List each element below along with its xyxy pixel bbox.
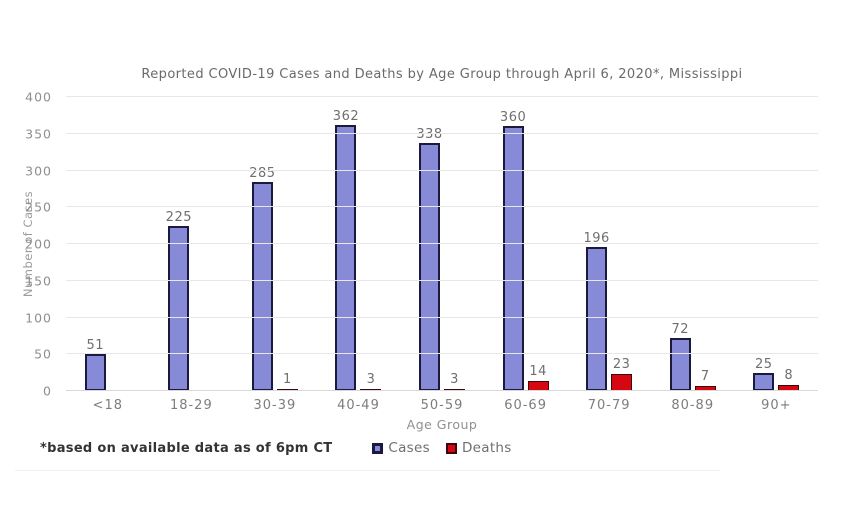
legend-item-cases: Cases — [372, 440, 430, 456]
gridline — [66, 96, 818, 97]
x-axis-tick-labels: <18 18-29 30-39 40-49 50-59 60-69 70-79 80-89 90… — [66, 398, 818, 413]
chart-title: Reported COVID-19 Cases and Deaths by Ag… — [141, 67, 743, 82]
y-tick-label: 0 — [43, 383, 52, 399]
x-tick-label: 70-79 — [587, 398, 631, 413]
deaths-bar: 23 — [611, 357, 633, 391]
y-tick-label: 400 — [25, 89, 52, 105]
deaths-value-label: 1 — [283, 372, 292, 387]
bar-group-70-79: 196 23 — [567, 97, 651, 391]
x-tick-label: 18-29 — [169, 398, 213, 413]
gridline — [66, 316, 818, 318]
legend-item-deaths: Deaths — [445, 440, 512, 456]
y-tick-label: 150 — [25, 273, 52, 289]
gridline — [66, 279, 818, 281]
x-tick-label: 50-59 — [420, 398, 464, 413]
cases-bar: 360 — [500, 110, 526, 391]
x-tick-label: 90+ — [761, 398, 792, 413]
cases-legend-swatch-icon — [372, 442, 384, 454]
cases-value-label: 25 — [755, 356, 773, 372]
cases-value-label: 362 — [332, 108, 360, 124]
y-axis-tick-labels: 0 50 100 150 200 250 300 350 400 — [0, 90, 58, 399]
cases-bar: 196 — [583, 231, 609, 391]
deaths-value-label: 3 — [450, 371, 459, 387]
cases-bar: 72 — [669, 322, 691, 391]
deaths-value-label: 14 — [529, 363, 547, 379]
y-tick-label: 200 — [25, 236, 52, 252]
bar-group-18-29: 225 — [150, 97, 234, 391]
cases-value-label: 360 — [499, 110, 527, 126]
divider-line — [15, 470, 720, 471]
cases-value-label: 338 — [416, 126, 443, 142]
bar-groups: 51 225 285 1 362 3 338 3 360 14 196 23 72 7 25 8 — [66, 97, 818, 391]
cases-bar: 25 — [753, 357, 775, 391]
plot-area: 51 225 285 1 362 3 338 3 360 14 196 23 72 7 25 8 — [66, 96, 818, 391]
gridline — [66, 243, 818, 244]
gridline — [66, 169, 818, 171]
cases-value-label: 196 — [583, 230, 610, 246]
bar-group-60-69: 360 14 — [484, 97, 568, 391]
bar-group-30-39: 285 1 — [233, 97, 317, 391]
x-tick-label: 60-69 — [504, 398, 547, 413]
y-tick-label: 350 — [25, 126, 52, 142]
legend: Cases Deaths — [66, 440, 818, 456]
gridline — [66, 390, 818, 391]
cases-value-label: 225 — [165, 209, 193, 225]
bar-group-80-89: 72 7 — [651, 97, 735, 391]
deaths-legend-swatch-icon — [445, 442, 457, 454]
y-tick-label: 100 — [25, 310, 52, 325]
x-tick-label: <18 — [92, 398, 123, 413]
deaths-value-label: 23 — [612, 357, 631, 373]
deaths-value-label: 3 — [366, 371, 376, 387]
y-tick-label: 50 — [34, 346, 52, 362]
deaths-value-label: 7 — [700, 368, 710, 384]
gridline — [66, 353, 818, 355]
bar-group-50-59: 338 3 — [400, 97, 484, 391]
bar-group-90+: 25 8 — [735, 97, 819, 391]
x-tick-label: 80-89 — [671, 398, 715, 413]
gridline — [66, 132, 818, 134]
y-tick-label: 300 — [25, 163, 52, 178]
bar-group-<18: 51 — [66, 97, 150, 391]
cases-value-label: 72 — [671, 322, 689, 338]
y-tick-label: 250 — [25, 199, 52, 215]
cases-value-label: 285 — [249, 165, 276, 181]
footnote: *based on available data as of 6pm CT — [40, 441, 333, 456]
cases-bar: 285 — [249, 166, 275, 391]
legend-label: Cases — [388, 440, 430, 456]
cases-value-label: 51 — [86, 337, 105, 353]
bar-group-40-49: 362 3 — [317, 97, 401, 391]
cases-bar: 338 — [416, 127, 442, 391]
cases-bar: 225 — [166, 210, 192, 391]
cases-bar: 362 — [333, 109, 359, 391]
gridline — [66, 206, 818, 208]
x-tick-label: 30-39 — [253, 398, 297, 413]
x-tick-label: 40-49 — [337, 398, 380, 413]
cases-bar: 51 — [84, 338, 106, 391]
legend-label: Deaths — [461, 440, 512, 456]
x-axis-title: Age Group — [406, 417, 478, 432]
deaths-value-label: 8 — [784, 368, 794, 384]
